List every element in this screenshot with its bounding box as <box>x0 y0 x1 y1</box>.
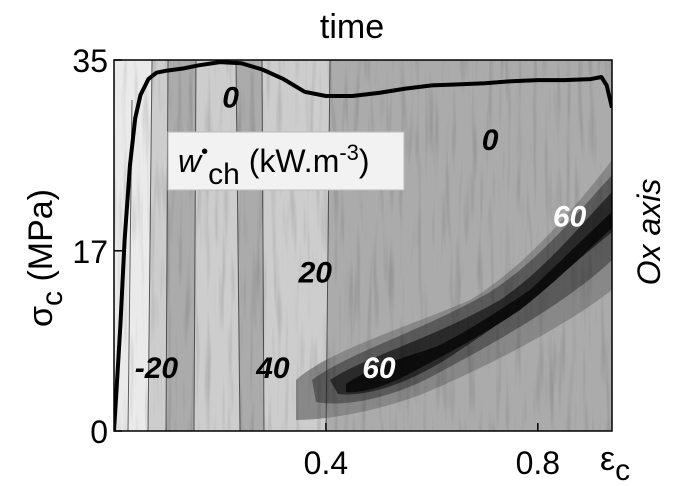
contour-label: 60 <box>553 200 587 233</box>
legend-box <box>167 131 405 191</box>
legend-label: w•ch (kW.m-3) <box>178 140 370 191</box>
contour-label: 0 <box>482 124 499 157</box>
legend: w•ch (kW.m-3) <box>167 131 405 191</box>
y-axis-subscript: c <box>36 291 69 306</box>
contour-label: 60 <box>362 352 396 385</box>
contour-labels: 0 0 20 -20 40 60 60 <box>135 82 587 385</box>
x-axis-subscript: c <box>615 454 630 486</box>
chart-title: time <box>320 8 384 46</box>
plot-frame <box>113 59 613 432</box>
legend-exponent: -3 <box>339 140 359 165</box>
y-tick-label: 0 <box>90 414 108 450</box>
contour-label: 40 <box>255 352 290 385</box>
stress-curve <box>114 60 612 431</box>
legend-subscript: ch <box>208 158 240 191</box>
x-tick-label: 0.8 <box>516 445 560 481</box>
y-tick-label: 17 <box>72 234 108 270</box>
y-axis-symbol: σ <box>22 306 60 327</box>
legend-dot: • <box>201 141 208 163</box>
legend-close: ) <box>359 143 370 179</box>
heatmap-area <box>114 60 612 431</box>
contour-label: 0 <box>222 82 239 115</box>
contour-label: 20 <box>298 257 333 290</box>
y-axis-unit: (MPa) <box>22 189 60 291</box>
right-axis-label: Ox axis <box>631 179 667 286</box>
y-axis-ticks: 0 17 35 <box>72 43 122 450</box>
y-tick-label: 35 <box>72 43 108 79</box>
y-axis-label: σc (MPa) <box>22 189 69 327</box>
x-axis-symbol: ε <box>600 440 615 478</box>
contour-label: -20 <box>135 352 179 385</box>
x-axis-ticks: 0.4 0.8 <box>304 423 560 481</box>
legend-unit: (kW.m <box>240 143 340 179</box>
legend-symbol: w <box>178 143 203 179</box>
x-tick-label: 0.4 <box>304 445 348 481</box>
x-axis-label: εc <box>600 440 630 486</box>
